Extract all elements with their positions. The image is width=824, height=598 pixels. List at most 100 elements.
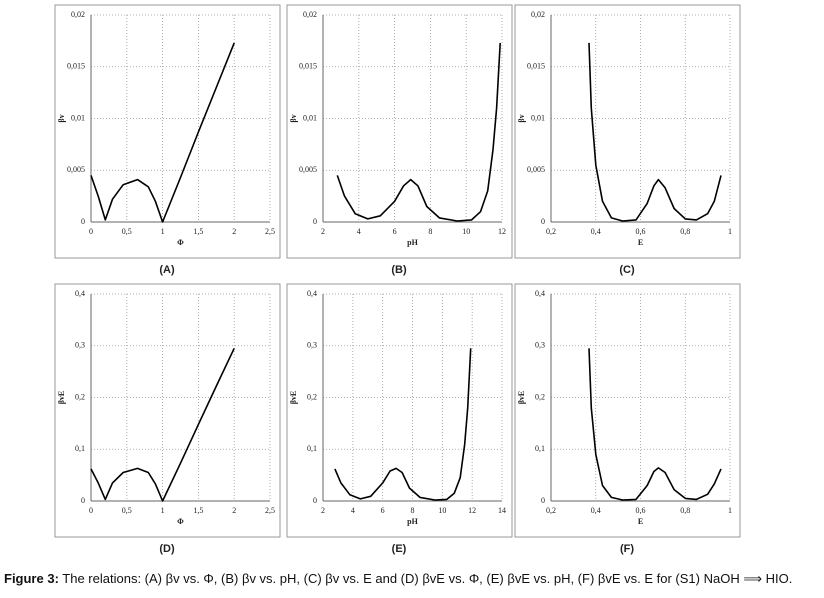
x-axis-label: Φ — [177, 517, 184, 526]
x-tick-label: 14 — [498, 506, 506, 515]
y-tick-label: 0 — [81, 217, 85, 226]
x-tick-label: 0,4 — [591, 227, 601, 236]
data-line — [90, 42, 235, 223]
panel-frame — [286, 283, 513, 538]
y-tick-label: 0,01 — [303, 113, 317, 122]
y-tick-label: 0,01 — [71, 113, 85, 122]
data-line — [588, 348, 722, 501]
x-tick-label: 0,2 — [546, 506, 556, 515]
x-tick-label: 0 — [89, 227, 93, 236]
caption-text: The relations: (A) βv vs. Φ, (B) βv vs. … — [62, 571, 793, 586]
panel-title: (D) — [159, 543, 175, 555]
y-tick-label: 0,02 — [303, 10, 317, 19]
x-tick-label: 6 — [393, 227, 397, 236]
x-tick-label: 10 — [462, 227, 470, 236]
y-tick-label: 0,01 — [531, 113, 545, 122]
x-tick-label: 8 — [428, 227, 432, 236]
x-tick-label: 0,2 — [546, 227, 556, 236]
x-axis-label: pH — [407, 517, 418, 526]
y-axis-label: βvE — [57, 391, 66, 405]
data-line — [90, 347, 235, 502]
y-tick-label: 0,015 — [299, 62, 317, 71]
panel-title: (E) — [392, 543, 407, 555]
y-tick-label: 0,3 — [75, 341, 85, 350]
caption-label: Figure 3: — [4, 571, 59, 586]
y-tick-label: 0,015 — [67, 62, 85, 71]
y-tick-label: 0,2 — [307, 392, 317, 401]
x-tick-label: 12 — [498, 227, 506, 236]
x-tick-label: 4 — [357, 227, 361, 236]
y-tick-label: 0 — [541, 496, 545, 505]
x-tick-label: 8 — [411, 506, 415, 515]
y-tick-label: 0,2 — [535, 392, 545, 401]
x-axis-label: E — [638, 517, 643, 526]
y-tick-label: 0,1 — [75, 444, 85, 453]
panel-frame — [514, 283, 741, 538]
panel-frame — [286, 4, 513, 259]
caption: Figure 3: The relations: (A) βv vs. Φ, (… — [4, 571, 792, 587]
x-tick-label: 0,4 — [591, 506, 601, 515]
panel-frame — [54, 4, 281, 259]
x-tick-label: 0,5 — [122, 506, 132, 515]
x-axis-label: Φ — [177, 238, 184, 247]
x-tick-label: 1,5 — [193, 506, 203, 515]
x-tick-label: 1 — [161, 227, 165, 236]
x-tick-label: 10 — [438, 506, 446, 515]
x-tick-label: 0,6 — [636, 506, 646, 515]
x-tick-label: 2,5 — [265, 227, 275, 236]
x-tick-label: 1 — [161, 506, 165, 515]
y-tick-label: 0,4 — [307, 289, 317, 298]
y-tick-label: 0,4 — [535, 289, 545, 298]
x-tick-label: 2 — [232, 506, 236, 515]
y-tick-label: 0,015 — [527, 62, 545, 71]
x-axis-label: E — [638, 238, 643, 247]
x-tick-label: 2,5 — [265, 506, 275, 515]
y-axis-label: βv — [517, 114, 526, 122]
y-tick-label: 0 — [313, 217, 317, 226]
x-tick-label: 1 — [728, 227, 732, 236]
data-line — [336, 42, 501, 222]
y-axis-label: βv — [289, 114, 298, 122]
y-tick-label: 0,005 — [299, 165, 317, 174]
y-tick-label: 0 — [541, 217, 545, 226]
x-tick-label: 2 — [321, 227, 325, 236]
y-tick-label: 0,4 — [75, 289, 85, 298]
panel-title: (A) — [159, 264, 175, 276]
y-axis-label: βvE — [517, 391, 526, 405]
panel-title: (F) — [620, 543, 634, 555]
y-tick-label: 0,1 — [535, 444, 545, 453]
x-tick-label: 1,5 — [193, 227, 203, 236]
y-tick-label: 0,005 — [527, 165, 545, 174]
panel-title: (B) — [391, 264, 407, 276]
x-tick-label: 0,8 — [680, 506, 690, 515]
x-tick-label: 2 — [232, 227, 236, 236]
y-tick-label: 0,3 — [535, 341, 545, 350]
x-tick-label: 0,6 — [636, 227, 646, 236]
x-tick-label: 6 — [381, 506, 385, 515]
y-tick-label: 0 — [313, 496, 317, 505]
x-tick-label: 12 — [468, 506, 476, 515]
x-tick-label: 2 — [321, 506, 325, 515]
data-line — [588, 42, 722, 222]
y-axis-label: βv — [57, 114, 66, 122]
y-tick-label: 0,02 — [71, 10, 85, 19]
x-tick-label: 0,8 — [680, 227, 690, 236]
y-tick-label: 0,3 — [307, 341, 317, 350]
x-tick-label: 4 — [351, 506, 355, 515]
y-axis-label: βvE — [289, 391, 298, 405]
x-tick-label: 0,5 — [122, 227, 132, 236]
data-line — [334, 348, 472, 501]
y-tick-label: 0,005 — [67, 165, 85, 174]
x-axis-label: pH — [407, 238, 418, 247]
y-tick-label: 0,02 — [531, 10, 545, 19]
y-tick-label: 0 — [81, 496, 85, 505]
x-tick-label: 0 — [89, 506, 93, 515]
y-tick-label: 0,2 — [75, 392, 85, 401]
x-tick-label: 1 — [728, 506, 732, 515]
panel-frame — [514, 4, 741, 259]
panel-frame — [54, 283, 281, 538]
y-tick-label: 0,1 — [307, 444, 317, 453]
panel-title: (C) — [619, 264, 635, 276]
